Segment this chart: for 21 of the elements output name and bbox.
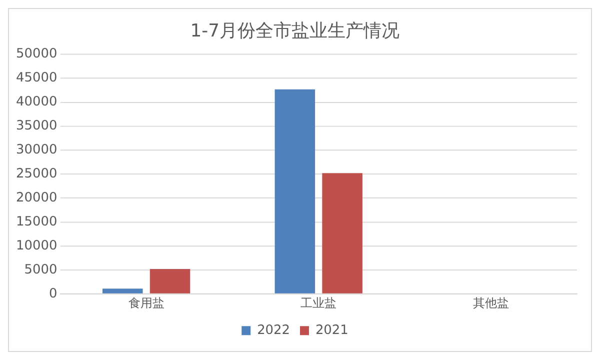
y-tick-label: 15000 [16,214,58,230]
y-tick-label: 10000 [16,238,58,254]
x-tick-label: 食用盐 [128,296,164,310]
bar [322,173,362,294]
x-tick-label: 工业盐 [300,296,337,310]
y-tick-label: 25000 [16,166,58,182]
y-tick-label: 20000 [16,190,58,206]
chart-title: 1-7月份全市盐业生产情况 [190,20,400,42]
y-tick-label: 45000 [16,70,58,86]
y-tick-label: 50000 [16,46,58,62]
y-tick-label: 30000 [16,142,58,158]
bar [102,288,143,294]
y-tick-label: 40000 [16,94,58,110]
y-tick-label: 5000 [24,262,58,278]
legend-label: 2021 [315,322,348,338]
bar [150,269,190,294]
x-tick-label: 其他盐 [472,296,509,310]
y-tick-label: 35000 [16,118,58,134]
bar [274,89,316,294]
y-tick-label: 0 [48,286,58,302]
legend-label: 2022 [257,322,290,338]
